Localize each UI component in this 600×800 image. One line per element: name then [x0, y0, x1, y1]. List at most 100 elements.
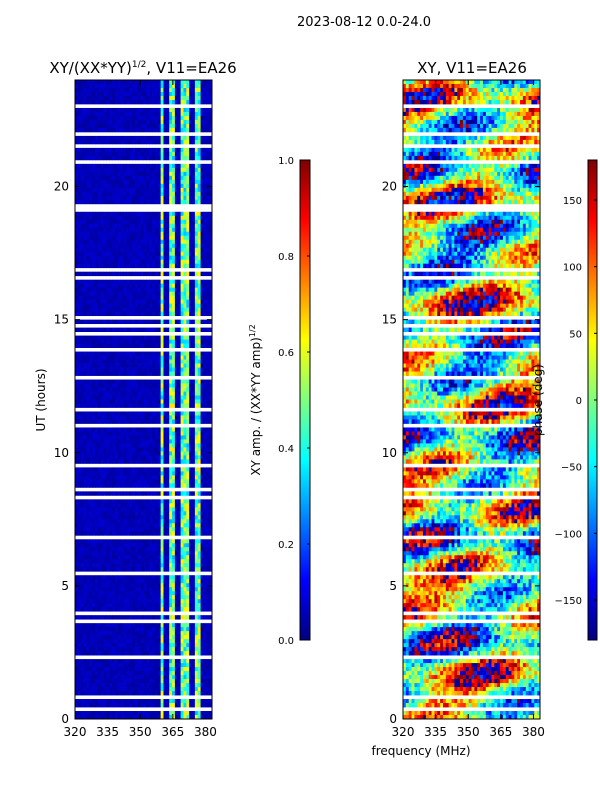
amplitude-cell	[172, 195, 176, 201]
amplitude-cell	[103, 563, 107, 568]
amplitude-cell	[203, 439, 207, 444]
amplitude-cell	[120, 279, 124, 285]
amplitude-cell	[174, 127, 179, 133]
amplitude-cell	[103, 387, 107, 392]
amplitude-cell	[166, 563, 170, 568]
amplitude-cell	[94, 167, 99, 173]
amplitude-cell	[149, 355, 153, 360]
amplitude-cell	[80, 175, 84, 181]
amplitude-cell	[160, 80, 164, 85]
amplitude-cell	[177, 451, 181, 456]
amplitude-cell	[154, 351, 159, 356]
amplitude-cell	[75, 307, 79, 313]
amplitude-cell	[160, 379, 164, 384]
amplitude-cell	[157, 499, 162, 504]
amplitude-cell	[83, 419, 87, 424]
amplitude-cell	[117, 363, 122, 368]
amplitude-cell	[94, 263, 99, 269]
amplitude-cell	[100, 327, 104, 332]
amplitude-cell	[206, 303, 210, 309]
amplitude-cell	[180, 295, 184, 301]
amplitude-cell	[109, 179, 113, 185]
amplitude-cell	[97, 455, 102, 460]
amplitude-cell	[146, 119, 150, 125]
amplitude-cell	[134, 503, 139, 508]
amplitude-cell	[94, 411, 99, 416]
amplitude-cell	[103, 555, 107, 560]
amplitude-cell	[166, 507, 170, 512]
amplitude-cell	[92, 459, 96, 464]
amplitude-cell	[109, 135, 113, 141]
amplitude-cell	[146, 283, 150, 289]
amplitude-cell	[152, 403, 156, 408]
amplitude-cell	[146, 531, 150, 536]
amplitude-cell	[75, 367, 79, 372]
amplitude-cell	[200, 99, 204, 105]
amplitude-cell	[132, 279, 136, 285]
amplitude-cell	[160, 111, 164, 117]
amplitude-cell	[174, 259, 179, 265]
amplitude-cell	[92, 80, 96, 85]
amplitude-cell	[86, 311, 90, 317]
amplitude-cell	[146, 483, 150, 488]
amplitude-cell	[186, 467, 190, 472]
amplitude-cell	[194, 363, 199, 368]
amplitude-cell	[174, 283, 179, 289]
amplitude-cell	[200, 259, 204, 265]
amplitude-cell	[92, 251, 96, 257]
amplitude-cell	[192, 151, 196, 157]
amplitude-cell	[137, 499, 142, 504]
amplitude-cell	[114, 387, 119, 392]
amplitude-cell	[152, 307, 156, 313]
amplitude-cell	[172, 419, 176, 424]
amplitude-cell	[132, 475, 136, 480]
amplitude-cell	[169, 367, 173, 372]
amplitude-cell	[106, 227, 110, 233]
amplitude-cell	[160, 555, 164, 560]
amplitude-cell	[149, 215, 153, 221]
amplitude-cell	[186, 291, 190, 297]
amplitude-cell	[132, 91, 136, 97]
amplitude-cell	[109, 259, 113, 265]
amplitude-cell	[209, 243, 213, 249]
amplitude-cell	[109, 567, 113, 572]
amplitude-cell	[117, 479, 122, 484]
amplitude-cell	[89, 223, 93, 229]
amplitude-cell	[106, 563, 110, 568]
amplitude-cell	[174, 91, 179, 97]
amplitude-cell	[209, 123, 213, 129]
amplitude-cell	[203, 95, 207, 101]
amplitude-cell	[80, 547, 84, 552]
amplitude-cell	[103, 471, 107, 476]
amplitude-cell	[117, 559, 122, 564]
amplitude-cell	[160, 427, 164, 432]
amplitude-cell	[209, 351, 213, 356]
amplitude-cell	[132, 391, 136, 396]
amplitude-cell	[209, 247, 213, 253]
amplitude-cell	[137, 107, 142, 113]
amplitude-cell	[192, 311, 196, 317]
amplitude-cell	[114, 419, 119, 424]
amplitude-cell	[83, 83, 87, 89]
amplitude-cell	[172, 467, 176, 472]
amplitude-cell	[203, 551, 207, 556]
amplitude-cell	[163, 447, 167, 452]
amplitude-cell	[163, 475, 167, 480]
amplitude-cell	[160, 403, 164, 408]
amplitude-cell	[86, 339, 90, 344]
amplitude-cell	[132, 95, 136, 101]
amplitude-cell	[169, 507, 173, 512]
amplitude-cell	[203, 283, 207, 289]
amplitude-cell	[209, 271, 213, 277]
amplitude-cell	[103, 147, 107, 153]
amplitude-cell	[169, 359, 173, 364]
amplitude-cell	[157, 199, 162, 205]
amplitude-cell	[172, 359, 176, 364]
amplitude-cell	[123, 443, 127, 448]
amplitude-cell	[203, 319, 207, 325]
amplitude-cell	[114, 251, 119, 257]
amplitude-cell	[92, 279, 96, 285]
amplitude-cell	[97, 551, 102, 556]
amplitude-cell	[129, 279, 133, 285]
amplitude-cell	[120, 127, 124, 133]
